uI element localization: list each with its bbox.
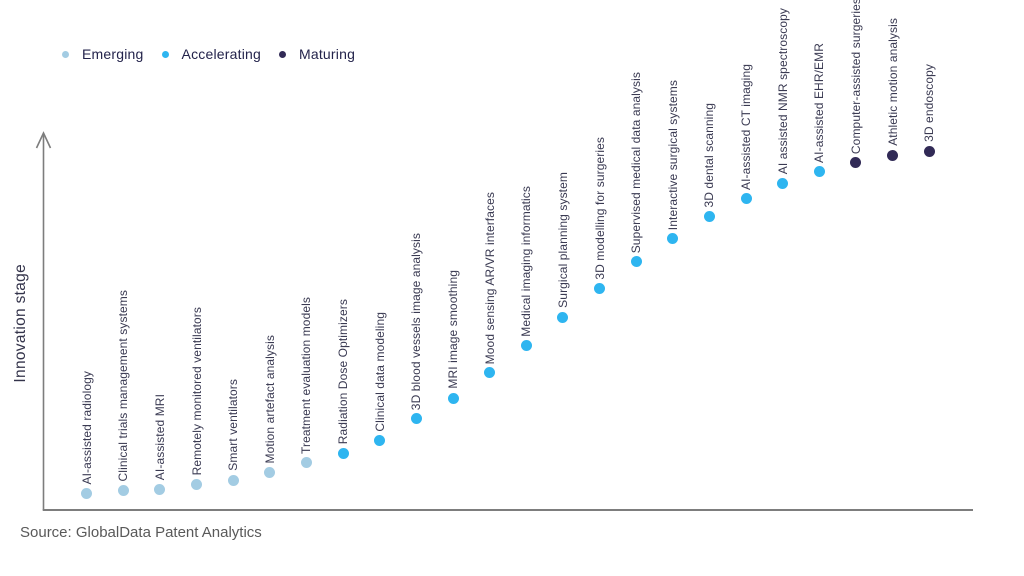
data-point-dot [154, 483, 166, 495]
data-point-dot [337, 447, 349, 459]
legend-item-accelerating: Accelerating [161, 46, 261, 62]
data-point-label: AI-assisted CT imaging [739, 63, 754, 190]
data-point-dot [447, 392, 459, 404]
legend-label: Emerging [82, 46, 144, 62]
data-point-label: AI assisted NMR spectroscopy [775, 7, 790, 175]
data-point-label: 3D modelling for surgeries [592, 137, 607, 280]
data-point-label: 3D endoscopy [922, 64, 937, 143]
data-point-label: Remotely monitored ventilators [189, 306, 204, 476]
data-point-label: Medical imaging informatics [519, 186, 534, 337]
data-point-dot [81, 487, 93, 499]
data-point-label: Smart ventilators [226, 379, 241, 472]
data-point-dot [117, 485, 129, 497]
data-point-dot [264, 467, 276, 479]
data-point-label: Clinical trials management systems [116, 290, 131, 482]
data-point-label: Interactive surgical systems [665, 79, 680, 230]
data-point-dot [520, 340, 532, 352]
data-point-label: 3D dental scanning [702, 103, 717, 208]
data-point-dot [594, 283, 606, 295]
data-point-dot [300, 457, 312, 469]
data-point-dot [813, 166, 825, 178]
data-point-dot [777, 177, 789, 189]
data-point-label: Mood sensing AR/VR interfaces [482, 191, 497, 364]
data-point-dot [703, 211, 715, 223]
data-point-label: AI-assisted EHR/EMR [812, 43, 827, 163]
data-point-dot [667, 233, 679, 245]
data-point-dot [850, 157, 862, 169]
data-point-dot [557, 311, 569, 323]
legend-dot-icon [278, 50, 286, 58]
legend-item-maturing: Maturing [278, 46, 356, 62]
data-point-label: Treatment evaluation models [299, 296, 314, 454]
data-point-label: Clinical data modeling [372, 311, 387, 432]
data-point-label: Motion artefact analysis [262, 335, 277, 464]
data-point-dot [740, 193, 752, 205]
data-point-label: Supervised medical data analysis [629, 71, 644, 253]
legend-label: Maturing [298, 46, 356, 62]
source-note: Source: GlobalData Patent Analytics [20, 524, 262, 541]
data-point-dot [410, 413, 422, 425]
data-point-dot [374, 434, 386, 446]
data-point-dot [887, 149, 899, 161]
data-point-dot [630, 256, 642, 268]
data-point-dot [191, 478, 203, 490]
legend-item-emerging: Emerging [62, 46, 144, 62]
data-point-dot [484, 367, 496, 379]
legend: Emerging Accelerating Maturing [62, 46, 355, 62]
data-point-label: MRI image smoothing [446, 270, 460, 390]
legend-label: Accelerating [181, 46, 261, 62]
data-point-label: AI-assisted radiology [79, 370, 94, 485]
data-point-label: Radiation Dose Optimizers [336, 298, 351, 445]
data-point-label: AI-assisted MRI [152, 393, 167, 481]
y-axis-arrow-icon [35, 131, 52, 149]
data-point-dot [923, 145, 935, 157]
data-point-label: Computer-assisted surgeries [848, 0, 863, 154]
data-point-dot [227, 474, 239, 486]
legend-dot-icon [161, 50, 169, 58]
data-point-label: 3D blood vessels image analysis [409, 232, 424, 410]
legend-dot-icon [62, 50, 69, 58]
data-point-label: Athletic motion analysis [885, 18, 900, 147]
data-point-label: Surgical planning system [555, 172, 570, 309]
